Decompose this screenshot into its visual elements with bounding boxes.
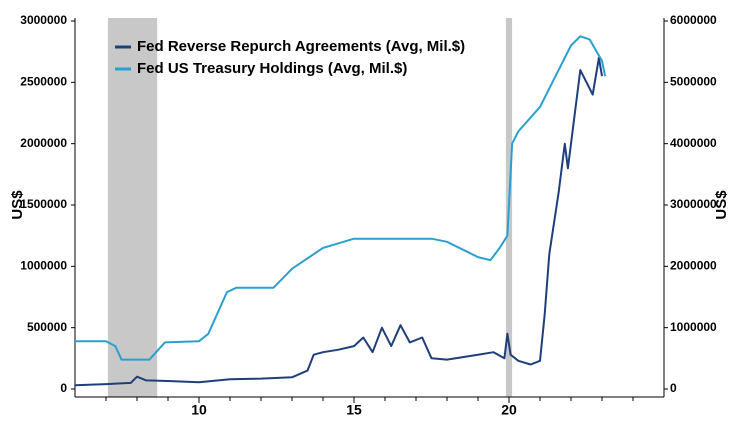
- y2-axis-label: US$: [713, 190, 730, 220]
- y-tick-label: 2500000: [20, 75, 67, 89]
- x-tick-label: 20: [501, 402, 517, 418]
- series-line: [75, 35, 607, 361]
- y-tick-label: 0: [60, 381, 67, 395]
- y-tick-label: 500000: [27, 320, 67, 334]
- y-tick-label: 2000000: [20, 136, 67, 150]
- y-axis-label: US$: [9, 190, 26, 220]
- y2-tick-label: 5000000: [670, 75, 717, 89]
- y-tick-label: 1000000: [20, 259, 67, 273]
- y2-tick-label: 1000000: [670, 320, 717, 334]
- y2-tick-label: 3000000: [670, 197, 717, 211]
- y2-tick-label: 0: [670, 381, 677, 395]
- y2-tick-label: 2000000: [670, 259, 717, 273]
- y-tick-label: 3000000: [20, 13, 67, 27]
- legend-label: Fed US Treasury Holdings (Avg, Mil.$): [137, 60, 407, 77]
- recession-shade: [107, 18, 158, 397]
- y-tick-label: 1500000: [20, 197, 67, 211]
- x-tick-label: 15: [346, 402, 362, 418]
- legend-label: Fed Reverse Repurch Agreements (Avg, Mil…: [137, 38, 465, 55]
- y2-tick-label: 6000000: [670, 13, 717, 27]
- x-tick-label: 10: [191, 402, 207, 418]
- y2-tick-label: 4000000: [670, 136, 717, 150]
- series-line: [74, 56, 603, 387]
